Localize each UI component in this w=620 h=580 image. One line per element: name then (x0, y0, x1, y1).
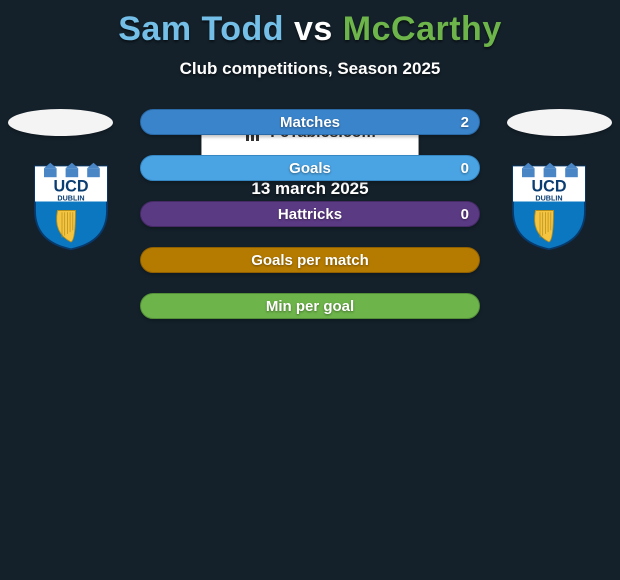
bars-container: Matches2Goals0Hattricks0Goals per matchM… (140, 109, 480, 339)
stat-bar-min-per-goal: Min per goal (140, 293, 480, 319)
stat-bar-value-right: 0 (461, 202, 469, 228)
stat-bar-hattricks: Hattricks0 (140, 201, 480, 227)
club-badge-left: UCDDUBLIN (26, 161, 116, 251)
title-left: Sam Todd (118, 10, 284, 48)
stat-bar-goals: Goals0 (140, 155, 480, 181)
title-vs: vs (284, 10, 343, 48)
svg-text:DUBLIN: DUBLIN (535, 194, 562, 203)
content-area: UCDDUBLIN UCDDUBLIN Matches2Goals0Hattri… (0, 109, 620, 449)
stat-bar-label: Goals (141, 156, 479, 182)
stat-bar-label: Hattricks (141, 202, 479, 228)
stat-bar-matches: Matches2 (140, 109, 480, 135)
stat-bar-value-right: 0 (461, 156, 469, 182)
club-badge-right: UCDDUBLIN (504, 161, 594, 251)
svg-text:DUBLIN: DUBLIN (57, 194, 84, 203)
stat-bar-label: Min per goal (141, 294, 479, 320)
stat-bar-goals-per-match: Goals per match (140, 247, 480, 273)
title-right: McCarthy (343, 10, 502, 48)
stat-bar-label: Goals per match (141, 248, 479, 274)
player-photo-right (507, 109, 612, 136)
player-photo-left (8, 109, 113, 136)
stat-bar-value-right: 2 (461, 110, 469, 136)
stat-bar-label: Matches (141, 110, 479, 136)
page-title: Sam Todd vs McCarthy (0, 10, 620, 49)
subtitle: Club competitions, Season 2025 (0, 59, 620, 79)
